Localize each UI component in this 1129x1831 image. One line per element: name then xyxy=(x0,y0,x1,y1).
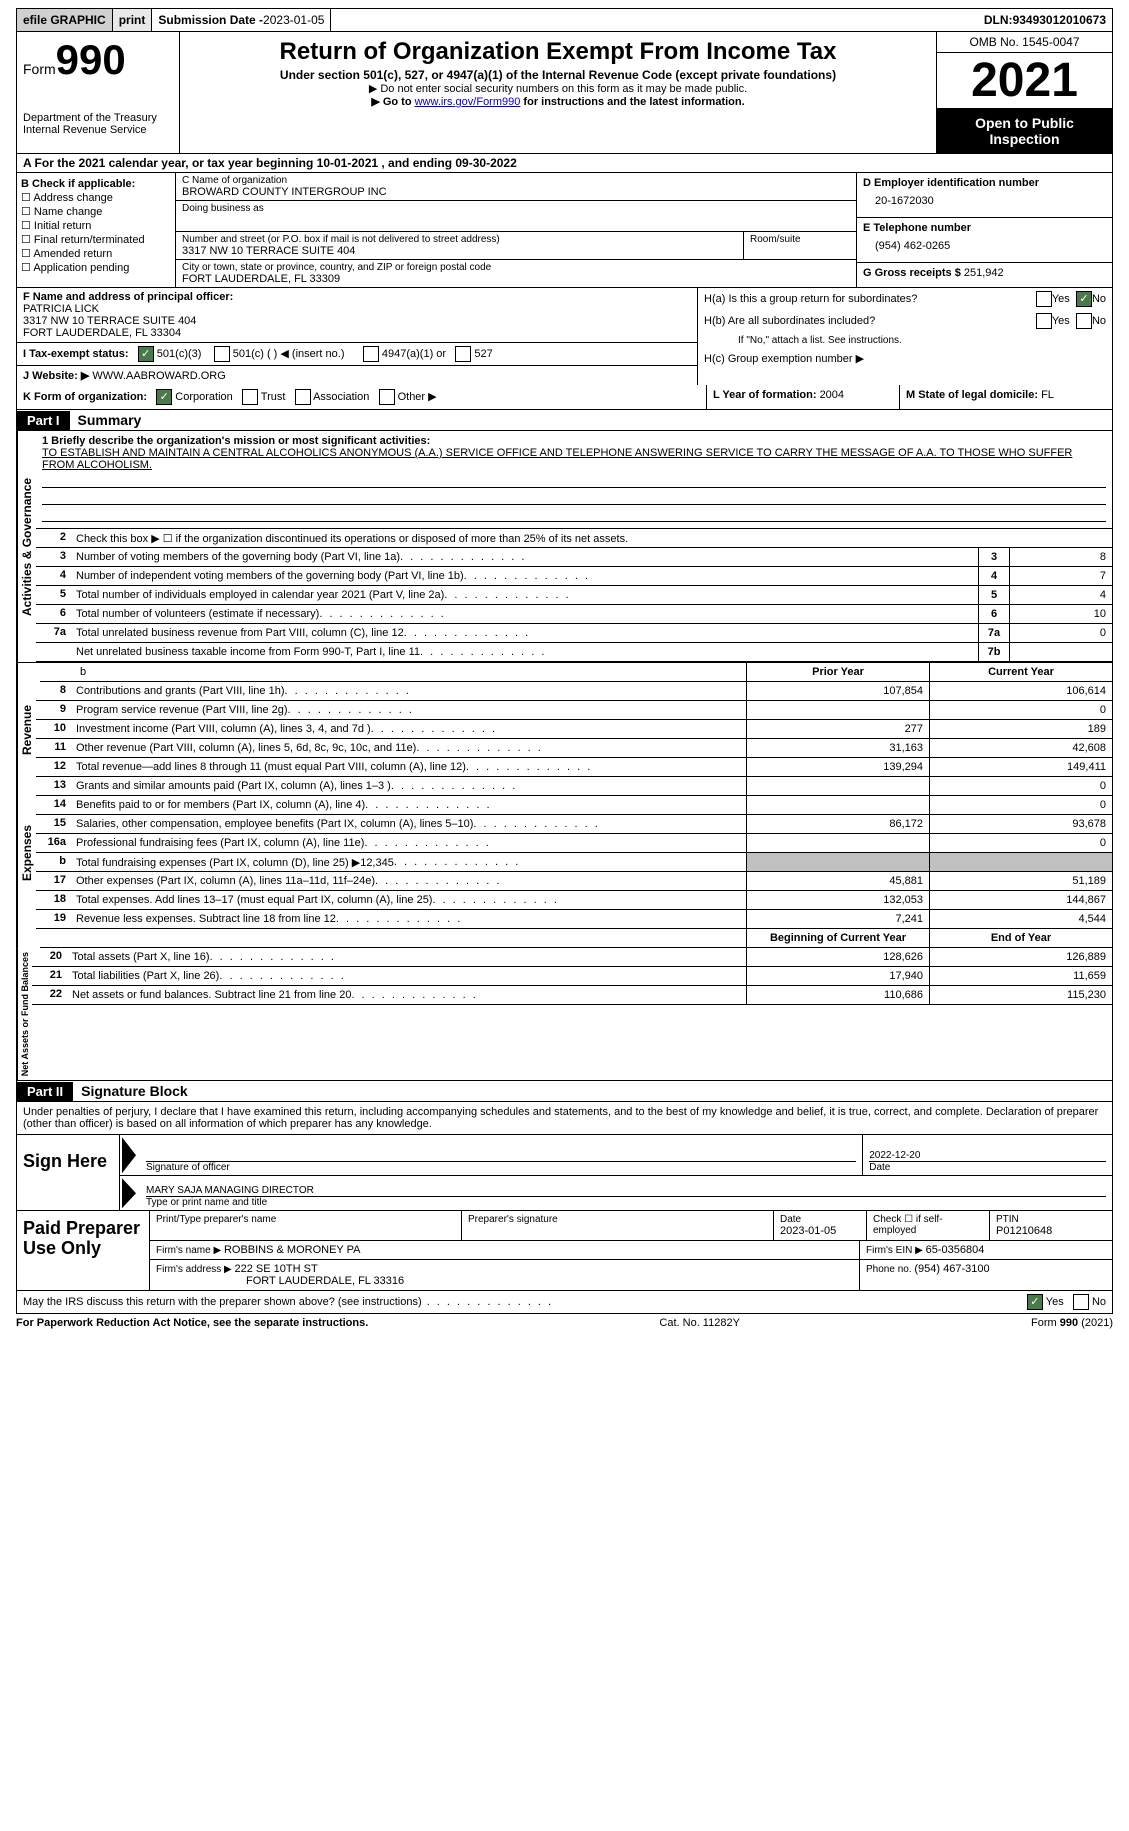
may-irs-discuss: May the IRS discuss this return with the… xyxy=(16,1291,1113,1314)
chk-501c[interactable] xyxy=(214,346,230,362)
table-row: 15Salaries, other compensation, employee… xyxy=(36,815,1112,834)
officer-name: MARY SAJA MANAGING DIRECTOR xyxy=(146,1185,1106,1197)
hb-no[interactable] xyxy=(1076,313,1092,329)
firm-name: ROBBINS & MORONEY PA xyxy=(224,1244,361,1256)
table-row: bTotal fundraising expenses (Part IX, co… xyxy=(36,853,1112,872)
table-row: 8Contributions and grants (Part VIII, li… xyxy=(36,682,1112,701)
col-c-org-info: C Name of organization BROWARD COUNTY IN… xyxy=(176,173,857,287)
table-row: 18Total expenses. Add lines 13–17 (must … xyxy=(36,891,1112,910)
ptin: P01210648 xyxy=(996,1225,1106,1237)
org-name: BROWARD COUNTY INTERGROUP INC xyxy=(182,186,850,198)
gross-receipts: 251,942 xyxy=(964,267,1004,279)
table-row: 3Number of voting members of the governi… xyxy=(36,548,1112,567)
chk-address-change[interactable]: Address change xyxy=(21,191,171,204)
chk-app-pending[interactable]: Application pending xyxy=(21,261,171,274)
row-k-form-org: K Form of organization: ✓ Corporation Tr… xyxy=(16,385,1113,410)
dept-treasury: Department of the Treasury xyxy=(23,112,173,124)
row-a-tax-year: A For the 2021 calendar year, or tax yea… xyxy=(16,154,1113,173)
table-row: 17Other expenses (Part IX, column (A), l… xyxy=(36,872,1112,891)
submission-date: Submission Date - 2023-01-05 xyxy=(152,9,331,31)
table-row: 20Total assets (Part X, line 16)128,6261… xyxy=(32,948,1112,967)
chk-4947[interactable] xyxy=(363,346,379,362)
vert-activities: Activities & Governance xyxy=(17,431,36,662)
table-row: 13Grants and similar amounts paid (Part … xyxy=(36,777,1112,796)
mission-block: 1 Briefly describe the organization's mi… xyxy=(36,431,1112,529)
ein-value: 20-1672030 xyxy=(863,189,1106,213)
omb-number: OMB No. 1545-0047 xyxy=(937,32,1112,53)
row-i-tax-status: I Tax-exempt status: ✓ 501(c)(3) 501(c) … xyxy=(17,343,697,366)
chk-other[interactable] xyxy=(379,389,395,405)
table-row: 16aProfessional fundraising fees (Part I… xyxy=(36,834,1112,853)
ha-yes[interactable] xyxy=(1036,291,1052,307)
row-f-officer: F Name and address of principal officer:… xyxy=(17,288,697,343)
form-header: Form990 Department of the Treasury Inter… xyxy=(16,32,1113,154)
arrow-icon xyxy=(122,1178,136,1208)
table-row: 10Investment income (Part VIII, column (… xyxy=(36,720,1112,739)
open-inspection: Open to Public Inspection xyxy=(937,109,1112,153)
table-row: 22Net assets or fund balances. Subtract … xyxy=(32,986,1112,1005)
chk-501c3[interactable]: ✓ xyxy=(138,346,154,362)
form-number: Form990 xyxy=(23,36,173,84)
chk-name-change[interactable]: Name change xyxy=(21,205,171,218)
org-street: 3317 NW 10 TERRACE SUITE 404 xyxy=(182,245,737,257)
table-row: 19Revenue less expenses. Subtract line 1… xyxy=(36,910,1112,929)
chk-initial-return[interactable]: Initial return xyxy=(21,219,171,232)
vert-netassets: Net Assets or Fund Balances xyxy=(17,948,32,1080)
table-row: 6Total number of volunteers (estimate if… xyxy=(36,605,1112,624)
table-row: 7aTotal unrelated business revenue from … xyxy=(36,624,1112,643)
form-title: Return of Organization Exempt From Incom… xyxy=(186,38,930,66)
hb-yes[interactable] xyxy=(1036,313,1052,329)
sig-date: 2022-12-20 xyxy=(869,1150,1106,1161)
note-ssn: ▶ Do not enter social security numbers o… xyxy=(186,82,930,95)
irs-link[interactable]: www.irs.gov/Form990 xyxy=(415,96,521,108)
firm-phone: (954) 467-3100 xyxy=(914,1263,989,1275)
table-row: 9Program service revenue (Part VIII, lin… xyxy=(36,701,1112,720)
print-button[interactable]: print xyxy=(113,9,153,31)
part2-header: Part II Signature Block xyxy=(16,1081,1113,1102)
page-footer: For Paperwork Reduction Act Notice, see … xyxy=(16,1314,1113,1332)
arrow-icon xyxy=(122,1137,136,1173)
efile-label: efile GRAPHIC xyxy=(17,9,113,31)
top-bar: efile GRAPHIC print Submission Date - 20… xyxy=(16,8,1113,32)
paid-preparer-block: Paid Preparer Use Only Print/Type prepar… xyxy=(16,1211,1113,1291)
table-row: 14Benefits paid to or for members (Part … xyxy=(36,796,1112,815)
row-j-website: J Website: ▶ WWW.AABROWARD.ORG xyxy=(17,366,697,385)
table-row: 11Other revenue (Part VIII, column (A), … xyxy=(36,739,1112,758)
vert-revenue: Revenue xyxy=(17,682,36,777)
ha-no[interactable]: ✓ xyxy=(1076,291,1092,307)
chk-trust[interactable] xyxy=(242,389,258,405)
chk-amended[interactable]: Amended return xyxy=(21,247,171,260)
org-city: FORT LAUDERDALE, FL 33309 xyxy=(182,273,850,285)
col-d-ein: D Employer identification number 20-1672… xyxy=(857,173,1112,287)
note-link: ▶ Go to www.irs.gov/Form990 for instruct… xyxy=(186,95,930,108)
chk-final-return[interactable]: Final return/terminated xyxy=(21,233,171,246)
vert-expenses: Expenses xyxy=(17,777,36,929)
col-h-group: H(a) Is this a group return for subordin… xyxy=(698,288,1112,385)
table-row: 21Total liabilities (Part X, line 26)17,… xyxy=(32,967,1112,986)
firm-ein: 65-0356804 xyxy=(926,1244,985,1256)
may-irs-no[interactable] xyxy=(1073,1294,1089,1310)
table-row: 5Total number of individuals employed in… xyxy=(36,586,1112,605)
irs-label: Internal Revenue Service xyxy=(23,124,173,136)
table-row: 12Total revenue—add lines 8 through 11 (… xyxy=(36,758,1112,777)
telephone: (954) 462-0265 xyxy=(863,234,1106,258)
tax-year: 2021 xyxy=(937,53,1112,109)
part1-header: Part I Summary xyxy=(16,410,1113,431)
sign-here-block: Sign Here Signature of officer 2022-12-2… xyxy=(16,1135,1113,1211)
table-row: 4Number of independent voting members of… xyxy=(36,567,1112,586)
chk-assoc[interactable] xyxy=(295,389,311,405)
table-row: Net unrelated business taxable income fr… xyxy=(36,643,1112,662)
chk-corp[interactable]: ✓ xyxy=(156,389,172,405)
may-irs-yes[interactable]: ✓ xyxy=(1027,1294,1043,1310)
col-b-checkboxes: B Check if applicable: Address change Na… xyxy=(17,173,176,287)
perjury-statement: Under penalties of perjury, I declare th… xyxy=(16,1102,1113,1135)
dln: DLN: 93493012010673 xyxy=(978,9,1112,31)
chk-527[interactable] xyxy=(455,346,471,362)
form-subtitle: Under section 501(c), 527, or 4947(a)(1)… xyxy=(186,68,930,82)
